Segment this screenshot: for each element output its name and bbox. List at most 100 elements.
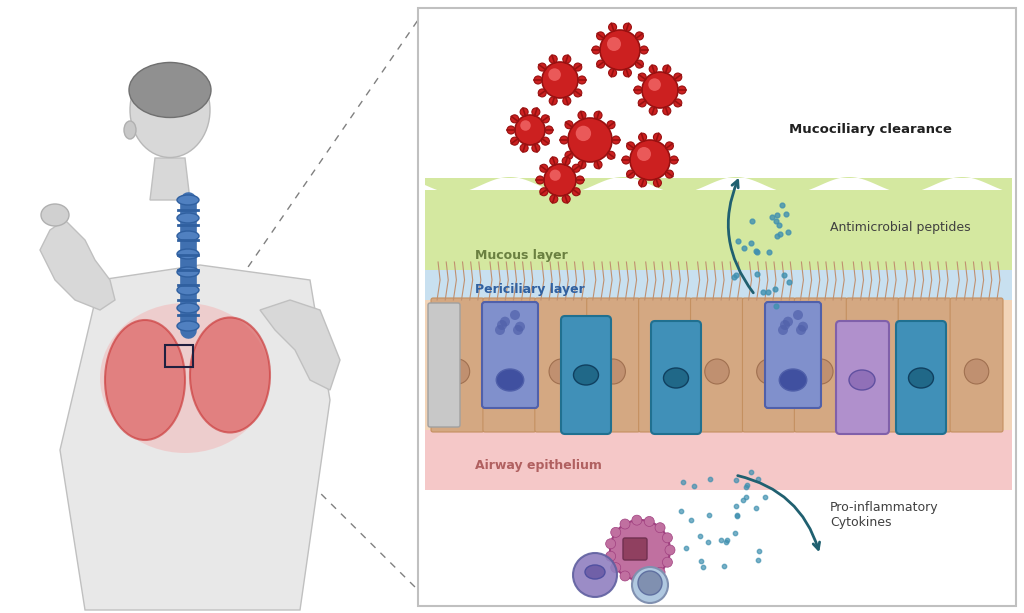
FancyBboxPatch shape	[623, 538, 647, 560]
Circle shape	[515, 115, 545, 145]
Circle shape	[793, 310, 803, 320]
Circle shape	[608, 69, 616, 77]
Point	[716, 562, 732, 571]
Circle shape	[536, 176, 544, 184]
Ellipse shape	[190, 318, 270, 433]
Circle shape	[573, 553, 617, 597]
Circle shape	[783, 317, 793, 327]
Ellipse shape	[177, 267, 199, 277]
Point	[780, 227, 797, 237]
FancyBboxPatch shape	[482, 302, 538, 408]
Circle shape	[573, 63, 582, 71]
Circle shape	[548, 68, 561, 81]
FancyBboxPatch shape	[836, 321, 889, 434]
Circle shape	[612, 136, 620, 144]
Circle shape	[638, 73, 646, 81]
Circle shape	[515, 322, 525, 332]
Text: Mucociliary clearance: Mucociliary clearance	[788, 123, 951, 136]
Point	[777, 210, 794, 219]
FancyBboxPatch shape	[765, 302, 821, 408]
Circle shape	[607, 151, 615, 159]
FancyBboxPatch shape	[846, 298, 899, 432]
Circle shape	[510, 310, 520, 320]
Ellipse shape	[177, 195, 199, 205]
Circle shape	[578, 161, 586, 169]
Circle shape	[539, 89, 546, 97]
Circle shape	[796, 325, 806, 335]
Ellipse shape	[129, 63, 211, 118]
Circle shape	[563, 55, 570, 63]
Circle shape	[520, 120, 530, 131]
Point	[673, 506, 689, 516]
Circle shape	[630, 140, 670, 180]
FancyBboxPatch shape	[651, 321, 701, 434]
Circle shape	[636, 32, 643, 40]
Circle shape	[500, 317, 510, 327]
Polygon shape	[150, 158, 190, 200]
Point	[749, 268, 765, 278]
Ellipse shape	[860, 359, 885, 384]
Circle shape	[622, 156, 630, 164]
Circle shape	[597, 60, 604, 68]
Point	[738, 482, 755, 492]
Point	[768, 216, 784, 226]
Circle shape	[600, 30, 640, 70]
Point	[751, 555, 767, 565]
FancyBboxPatch shape	[950, 298, 1002, 432]
Point	[700, 537, 717, 547]
Point	[773, 200, 790, 210]
FancyBboxPatch shape	[742, 298, 796, 432]
Circle shape	[653, 179, 662, 187]
Circle shape	[562, 157, 570, 165]
Ellipse shape	[177, 321, 199, 331]
Circle shape	[545, 126, 553, 134]
Circle shape	[636, 60, 643, 68]
Circle shape	[568, 118, 612, 162]
Circle shape	[778, 325, 788, 335]
Polygon shape	[40, 220, 115, 310]
Text: Mucous layer: Mucous layer	[475, 248, 567, 262]
Circle shape	[624, 69, 632, 77]
Circle shape	[620, 571, 630, 581]
Circle shape	[572, 164, 581, 172]
Circle shape	[638, 99, 646, 107]
Point	[735, 495, 752, 505]
Circle shape	[639, 133, 646, 141]
Point	[713, 535, 729, 545]
Circle shape	[653, 133, 662, 141]
FancyBboxPatch shape	[428, 303, 460, 427]
Circle shape	[637, 147, 651, 161]
Circle shape	[592, 46, 600, 54]
Ellipse shape	[664, 368, 688, 388]
FancyBboxPatch shape	[418, 8, 1016, 606]
Ellipse shape	[177, 285, 199, 295]
Point	[695, 562, 712, 572]
Ellipse shape	[497, 369, 523, 391]
Circle shape	[620, 519, 630, 529]
Point	[719, 535, 735, 544]
Point	[728, 510, 744, 520]
Point	[767, 284, 783, 294]
Point	[738, 481, 755, 490]
Bar	[425, 190, 1012, 270]
Circle shape	[649, 107, 657, 115]
Text: Periciliary layer: Periciliary layer	[475, 283, 585, 297]
Circle shape	[513, 325, 523, 335]
Point	[701, 510, 718, 520]
Ellipse shape	[705, 359, 729, 384]
Circle shape	[665, 545, 675, 555]
Point	[727, 528, 743, 538]
Circle shape	[560, 136, 568, 144]
Ellipse shape	[585, 565, 605, 579]
Circle shape	[638, 571, 662, 595]
Circle shape	[575, 126, 591, 141]
Point	[749, 503, 765, 513]
Circle shape	[573, 89, 582, 97]
Point	[728, 501, 744, 511]
Circle shape	[540, 164, 548, 172]
Circle shape	[666, 142, 674, 150]
Circle shape	[549, 55, 557, 63]
Circle shape	[565, 151, 573, 159]
Circle shape	[655, 523, 665, 533]
Point	[702, 474, 719, 484]
